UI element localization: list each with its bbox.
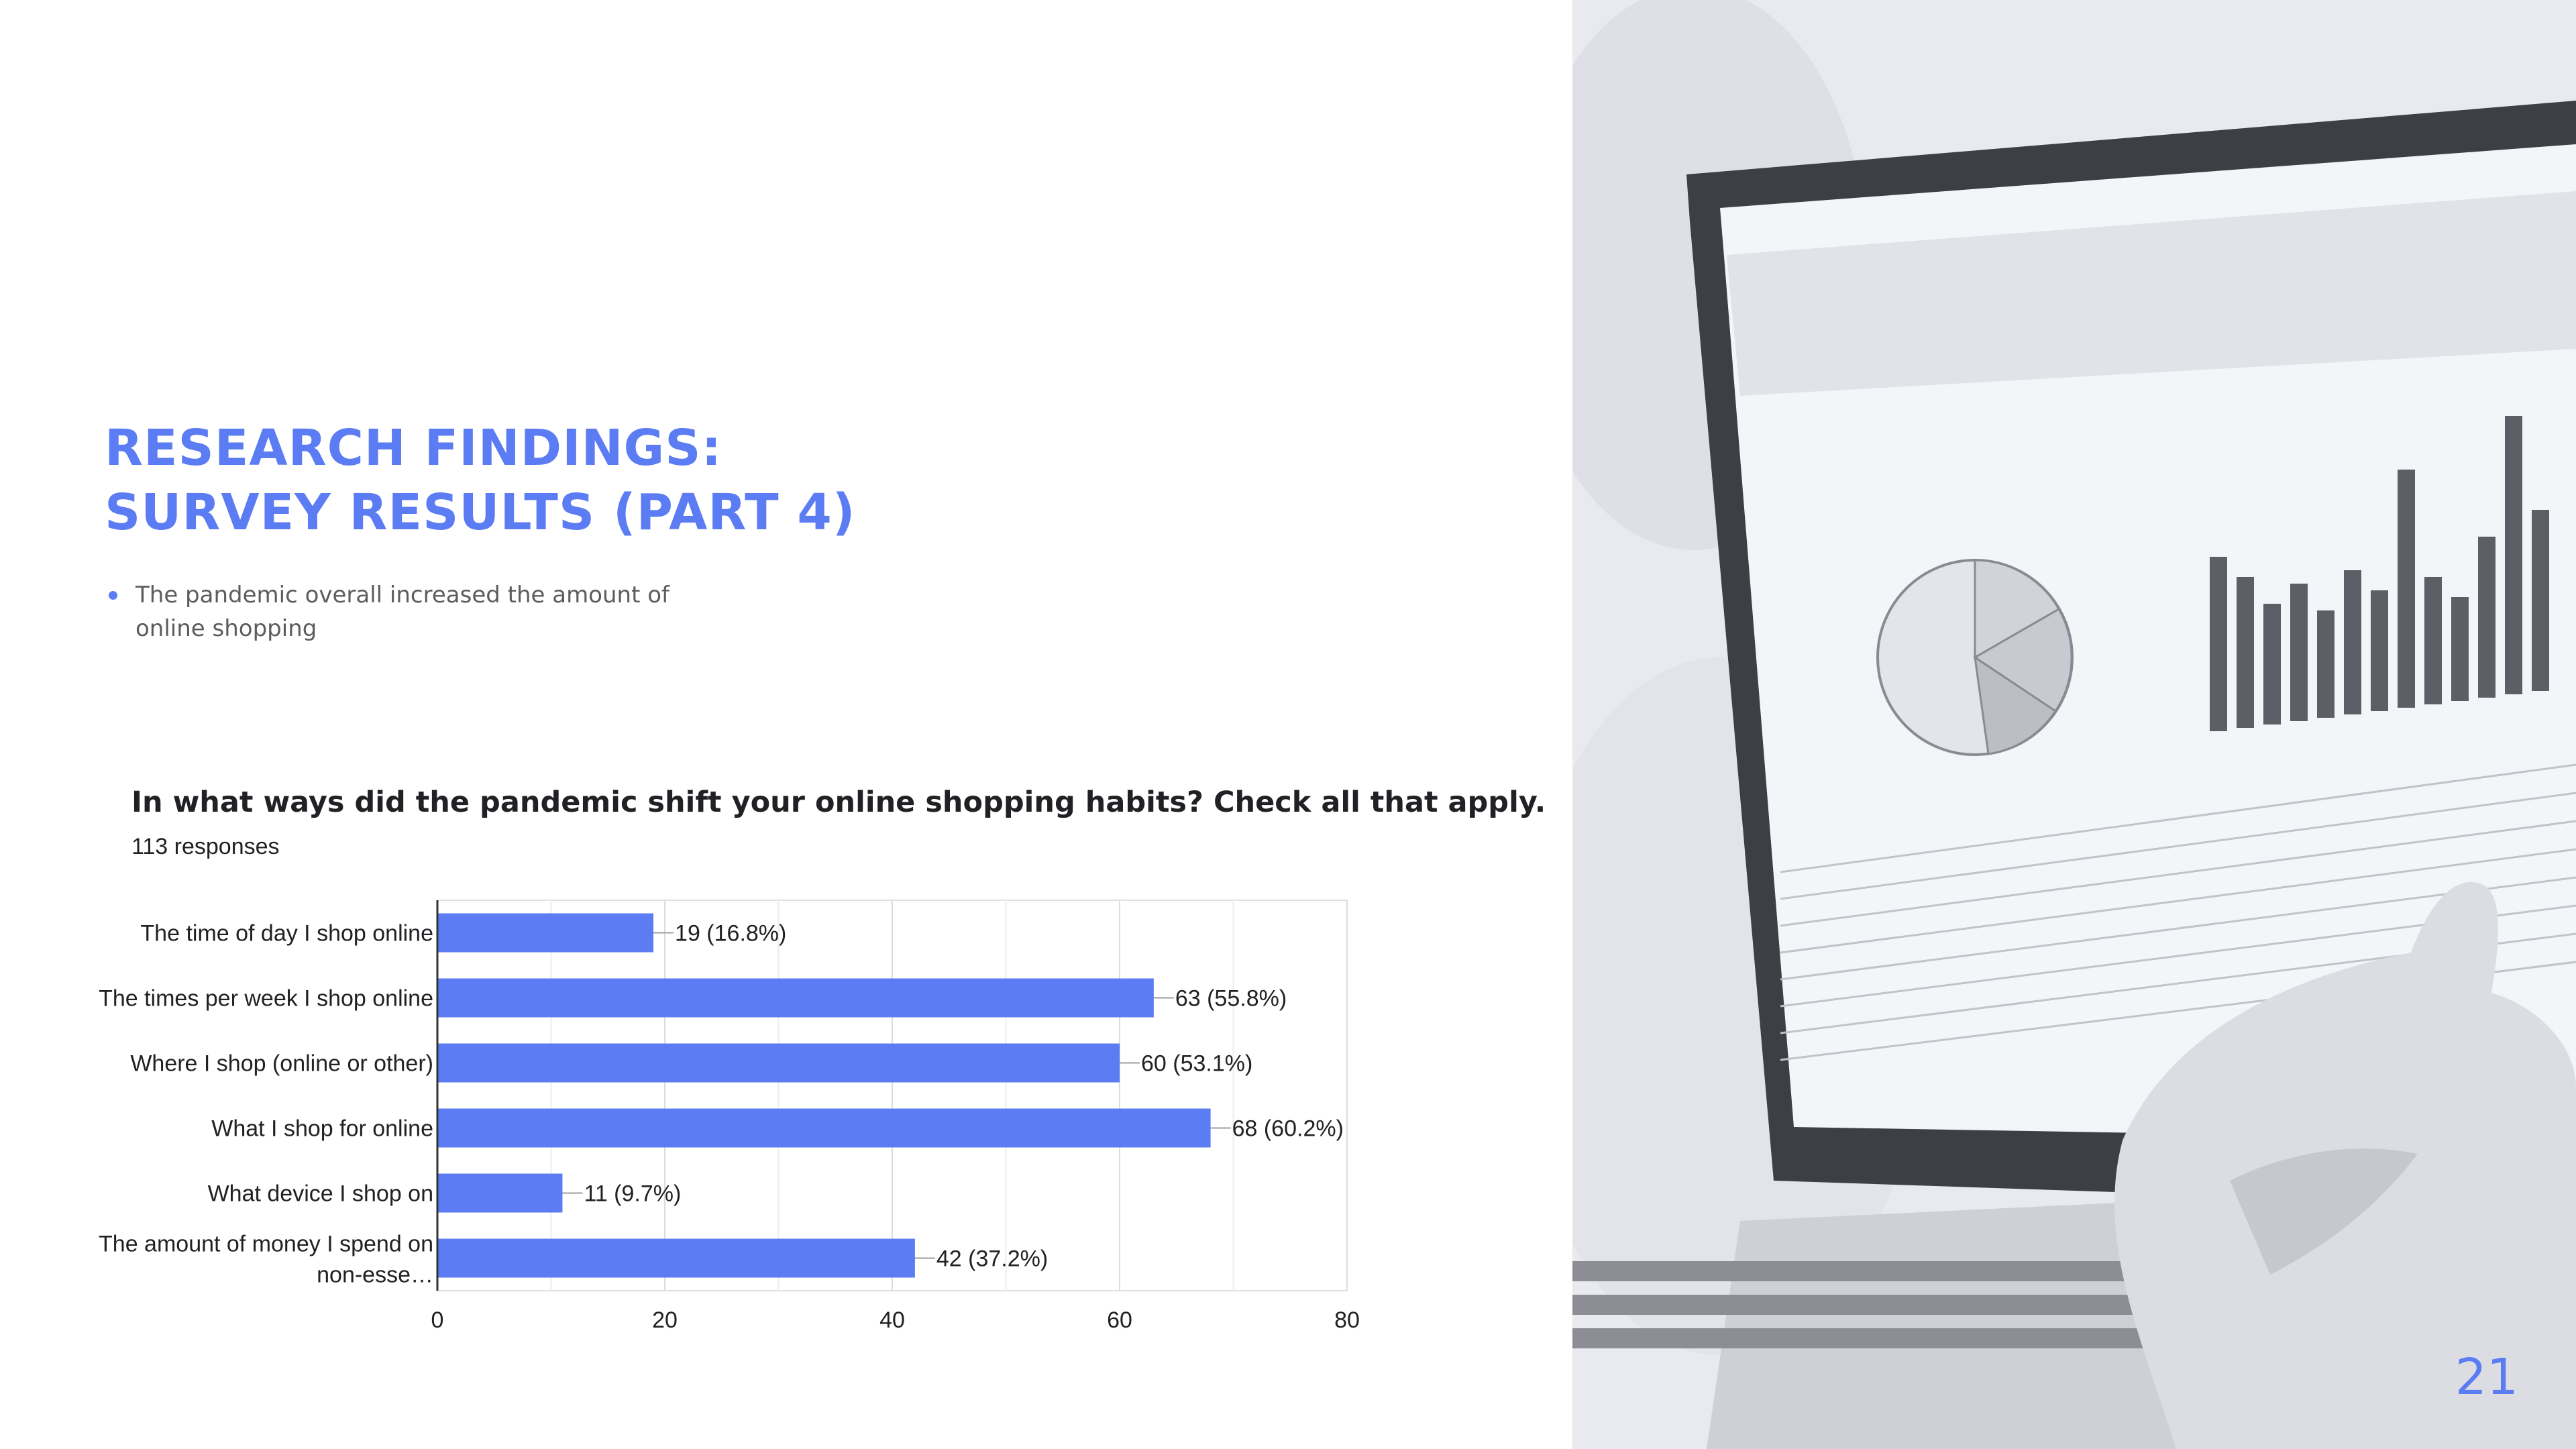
- pie-slice: [1974, 559, 2061, 659]
- value-label: 11 (9.7%): [584, 1181, 681, 1207]
- spreadsheet-bar: [2478, 537, 2496, 698]
- laptop-screen: [1720, 144, 2576, 1140]
- bullet-item: The pandemic overall increased the amoun…: [107, 578, 739, 645]
- value-label: 60 (53.1%): [1141, 1051, 1252, 1077]
- y-category-label: The time of day I shop online: [140, 921, 433, 947]
- value-label: 68 (60.2%): [1232, 1116, 1344, 1142]
- x-tick-label: 0: [431, 1307, 444, 1333]
- x-tick-label: 40: [879, 1307, 905, 1333]
- x-tick-label: 80: [1334, 1307, 1360, 1333]
- spreadsheet-bar: [2263, 604, 2281, 724]
- table-line: [1780, 792, 2576, 900]
- spreadsheet-bar: [2398, 470, 2415, 708]
- spreadsheet-pie: [1876, 559, 2074, 756]
- y-category-label: What I shop for online: [211, 1116, 433, 1142]
- bullet-text: The pandemic overall increased the amoun…: [136, 582, 669, 642]
- y-category-label: The times per week I shop online: [99, 986, 433, 1012]
- y-category-label: Where I shop (online or other): [130, 1051, 433, 1077]
- bar: [437, 1108, 1211, 1148]
- value-label: 42 (37.2%): [936, 1246, 1048, 1272]
- slide-title-line-1: RESEARCH FINDINGS:: [105, 419, 722, 477]
- pie-slice: [1974, 655, 2057, 755]
- table-line: [1780, 848, 2576, 954]
- spreadsheet-bar: [2290, 584, 2308, 721]
- value-label: 63 (55.8%): [1175, 986, 1287, 1012]
- y-category-label: What device I shop on: [208, 1181, 433, 1207]
- slide-title-line-2: SURVEY RESULTS (PART 4): [105, 484, 856, 541]
- bar: [437, 978, 1154, 1018]
- keyboard-row: [1572, 1328, 2304, 1348]
- chart-response-count: 113 responses: [131, 834, 280, 859]
- bullet-list: The pandemic overall increased the amoun…: [107, 578, 739, 645]
- hand-shadow: [2230, 1148, 2418, 1275]
- keyboard-keys: [1572, 1261, 2304, 1348]
- table-line: [1780, 820, 2576, 927]
- spreadsheet-bar: [2237, 577, 2254, 728]
- spreadsheet-ribbon: [1727, 191, 2576, 396]
- spreadsheet-bar: [2210, 557, 2227, 731]
- x-tick-label: 20: [652, 1307, 678, 1333]
- spreadsheet-bar: [2505, 416, 2522, 694]
- spreadsheet-bar: [2532, 510, 2549, 691]
- bar: [437, 1238, 915, 1278]
- x-tick-label: 60: [1107, 1307, 1132, 1333]
- pie-slice: [1973, 607, 2073, 713]
- chart-title: In what ways did the pandemic shift your…: [131, 786, 1546, 819]
- bar: [437, 913, 654, 953]
- bar: [437, 1173, 563, 1213]
- page-number: 21: [2455, 1348, 2518, 1406]
- spreadsheet-bar: [2451, 597, 2469, 701]
- bar: [437, 1043, 1120, 1083]
- keyboard-row: [1572, 1295, 2304, 1315]
- value-label: 19 (16.8%): [675, 921, 786, 947]
- bar-chart: 0 20 40 60 80 The time of day I shop online 19…: [99, 900, 1360, 1333]
- spreadsheet-bar: [2344, 570, 2361, 714]
- slide-title: RESEARCH FINDINGS: SURVEY RESULTS (PART …: [105, 416, 856, 545]
- spreadsheet-bars: [2210, 416, 2549, 731]
- laptop-photo: [1572, 0, 2576, 1449]
- table-line: [1780, 763, 2576, 873]
- bullet-dot-icon: [109, 591, 117, 600]
- laptop-illustration: [1572, 0, 2576, 1449]
- spreadsheet-bar: [2424, 577, 2442, 704]
- spreadsheet-bar: [2317, 610, 2334, 718]
- keyboard-row: [1572, 1261, 2303, 1281]
- table-line: [1780, 876, 2576, 981]
- spreadsheet-bar: [2371, 590, 2388, 711]
- y-category-label: The amount of money I spend on non-esse…: [99, 1232, 433, 1288]
